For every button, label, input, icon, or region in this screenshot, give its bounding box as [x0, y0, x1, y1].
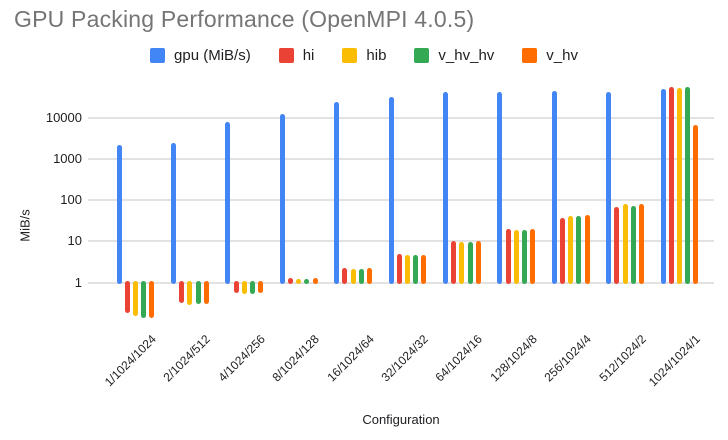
x-axis-title: Configuration: [362, 412, 440, 427]
legend-label-hib: hib: [366, 47, 387, 64]
bar-v-hv-hv-1024-1024-1: [685, 87, 691, 285]
legend-swatch-hib: [342, 48, 358, 63]
bar-v-hv-hv-16-1024-64: [358, 269, 364, 285]
bar-v-hv-2-1024-512: [203, 281, 209, 304]
y-tick-label-1: 1: [74, 274, 82, 290]
plot-area: [88, 85, 714, 335]
legend-item-v-hv: v_hv: [522, 47, 578, 64]
bar-hi-8-1024-128: [288, 277, 293, 285]
bar-hib-16-1024-64: [350, 269, 356, 285]
bar-hib-2-1024-512: [187, 281, 193, 305]
bar-hib-8-1024-128: [296, 278, 302, 285]
bar-hib-1-1024-1024: [133, 281, 138, 317]
bar-v-hv-hv-1-1024-1024: [141, 281, 147, 318]
bar-gpu-mib-s-1024-1024-1: [660, 89, 666, 285]
y-tick-label-100: 100: [60, 192, 82, 208]
chart-title: GPU Packing Performance (OpenMPI 4.0.5): [14, 6, 475, 32]
bar-gpu-mib-s-128-1024-8: [497, 91, 503, 285]
bar-v-hv-hv-2-1024-512: [195, 281, 201, 304]
bar-v-hv-hv-512-1024-2: [630, 206, 636, 285]
bar-hi-256-1024-4: [560, 217, 565, 285]
legend-swatch-v-hv-hv: [414, 48, 430, 63]
bar-v-hv-hv-64-1024-16: [467, 241, 473, 285]
gridline-1000: [88, 158, 714, 161]
gridline-100: [88, 199, 714, 202]
legend-label-hi: hi: [302, 47, 315, 64]
legend-swatch-gpu-mib-s: [150, 48, 166, 63]
legend-label-gpu-mib-s: gpu (MiB/s): [174, 47, 251, 64]
bar-v-hv-16-1024-64: [367, 268, 372, 285]
bar-v-hv-hv-256-1024-4: [576, 216, 582, 285]
bar-v-hv-32-1024-32: [421, 254, 427, 285]
bar-v-hv-1024-1024-1: [693, 124, 699, 285]
y-tick-label-10000: 10000: [45, 110, 82, 126]
bar-gpu-mib-s-4-1024-256: [225, 122, 231, 285]
bar-gpu-mib-s-8-1024-128: [279, 114, 285, 285]
legend-item-gpu-mib-s: gpu (MiB/s): [150, 47, 251, 64]
bar-gpu-mib-s-1-1024-1024: [116, 145, 122, 285]
legend-swatch-hi: [278, 48, 294, 63]
bar-v-hv-4-1024-256: [258, 281, 264, 294]
bar-gpu-mib-s-2-1024-512: [171, 142, 176, 285]
legend-item-v-hv-hv: v_hv_hv: [414, 47, 494, 64]
bar-v-hv-hv-8-1024-128: [304, 278, 310, 285]
bar-hi-4-1024-256: [233, 281, 239, 294]
bar-hi-2-1024-512: [179, 281, 185, 304]
bar-hib-32-1024-32: [405, 255, 410, 285]
bar-v-hv-128-1024-8: [530, 229, 536, 285]
bar-v-hv-hv-128-1024-8: [522, 229, 527, 285]
bar-v-hv-hv-32-1024-32: [413, 255, 419, 285]
bar-v-hv-hv-4-1024-256: [250, 281, 255, 294]
bar-hi-64-1024-16: [451, 241, 457, 285]
bar-hib-1024-1024-1: [677, 87, 682, 285]
bar-gpu-mib-s-32-1024-32: [388, 96, 394, 285]
gridline-10000: [88, 117, 714, 120]
bar-hi-1024-1024-1: [668, 87, 674, 285]
legend-label-v-hv-hv: v_hv_hv: [438, 47, 495, 64]
bar-v-hv-64-1024-16: [475, 241, 481, 285]
bar-gpu-mib-s-64-1024-16: [443, 92, 448, 285]
legend-item-hi: hi: [278, 47, 315, 64]
legend: gpu (MiB/s) hi hib v_hv_hv v_hv: [0, 47, 728, 64]
bar-hi-128-1024-8: [505, 229, 511, 285]
y-tick-label-10: 10: [67, 233, 82, 249]
bar-v-hv-8-1024-128: [312, 277, 318, 285]
y-tick-label-1000: 1000: [53, 151, 82, 167]
bar-hib-512-1024-2: [622, 204, 628, 285]
bar-hi-512-1024-2: [614, 206, 620, 285]
bar-hib-128-1024-8: [513, 229, 519, 285]
bar-hib-64-1024-16: [459, 241, 465, 285]
bar-hi-1-1024-1024: [124, 281, 130, 314]
legend-label-v-hv: v_hv: [546, 47, 578, 64]
bar-gpu-mib-s-256-1024-4: [551, 90, 557, 285]
bar-hib-256-1024-4: [568, 216, 574, 285]
legend-item-hib: hib: [342, 47, 386, 64]
bar-hi-16-1024-64: [342, 267, 348, 285]
bar-gpu-mib-s-512-1024-2: [606, 91, 612, 285]
bar-v-hv-512-1024-2: [639, 204, 644, 285]
bar-v-hv-1-1024-1024: [149, 281, 155, 318]
gridline-10: [88, 240, 714, 243]
bar-hi-32-1024-32: [396, 253, 402, 285]
bar-gpu-mib-s-16-1024-64: [334, 102, 340, 285]
bar-v-hv-256-1024-4: [584, 215, 590, 285]
bar-hib-4-1024-256: [241, 281, 247, 294]
legend-swatch-v-hv: [522, 48, 538, 63]
